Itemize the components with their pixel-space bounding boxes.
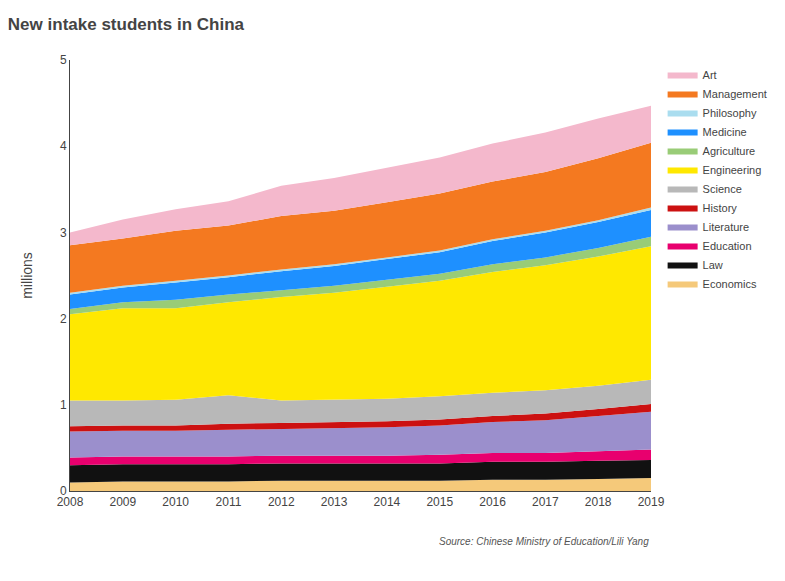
- svg-text:2018: 2018: [585, 495, 612, 509]
- svg-text:Education: Education: [703, 240, 752, 252]
- svg-text:2010: 2010: [162, 495, 189, 509]
- svg-text:2013: 2013: [321, 495, 348, 509]
- svg-text:Management: Management: [703, 88, 767, 100]
- svg-text:Medicine: Medicine: [703, 126, 747, 138]
- svg-text:2019: 2019: [638, 495, 665, 509]
- svg-text:3: 3: [60, 226, 67, 240]
- svg-text:2016: 2016: [479, 495, 506, 509]
- svg-text:2: 2: [60, 312, 67, 326]
- svg-text:5: 5: [60, 53, 67, 67]
- svg-text:4: 4: [60, 139, 67, 153]
- svg-text:Source: Chinese Ministry of Ed: Source: Chinese Ministry of Education/Li…: [439, 536, 649, 547]
- svg-text:1: 1: [60, 398, 67, 412]
- svg-text:0: 0: [60, 484, 67, 498]
- svg-text:2014: 2014: [374, 495, 401, 509]
- svg-text:millions: millions: [19, 252, 35, 299]
- svg-text:2009: 2009: [109, 495, 136, 509]
- svg-text:New intake students in China: New intake students in China: [8, 15, 245, 34]
- svg-text:Philosophy: Philosophy: [703, 107, 757, 119]
- svg-text:Literature: Literature: [703, 221, 749, 233]
- svg-text:Science: Science: [703, 183, 742, 195]
- svg-text:2011: 2011: [216, 495, 242, 509]
- svg-text:2017: 2017: [532, 495, 559, 509]
- svg-text:History: History: [703, 202, 738, 214]
- svg-text:2008: 2008: [57, 495, 84, 509]
- svg-text:2012: 2012: [268, 495, 295, 509]
- svg-text:Economics: Economics: [703, 278, 757, 290]
- svg-text:Agriculture: Agriculture: [703, 145, 756, 157]
- svg-text:Art: Art: [703, 69, 717, 81]
- svg-text:Engineering: Engineering: [703, 164, 762, 176]
- svg-text:2015: 2015: [426, 495, 453, 509]
- svg-text:Law: Law: [703, 259, 723, 271]
